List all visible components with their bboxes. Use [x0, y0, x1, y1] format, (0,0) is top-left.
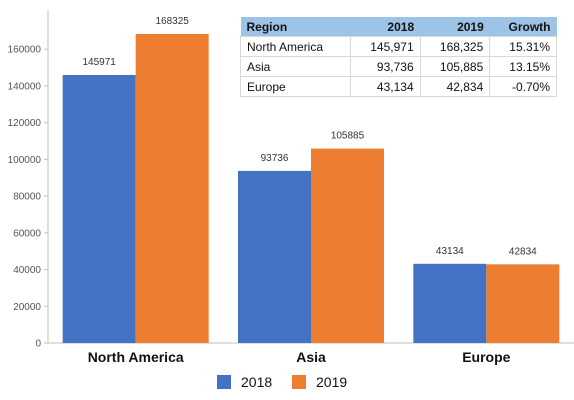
y-tick-label: 160000	[8, 45, 42, 56]
bar-2019	[135, 33, 209, 344]
table-cell-region: North America	[240, 36, 351, 57]
legend-swatch-2019	[292, 375, 306, 389]
legend-swatch-2018	[217, 375, 231, 389]
bar-2018	[62, 74, 136, 344]
header-2019: 2019	[420, 17, 490, 37]
y-tick-label: 120000	[8, 118, 42, 129]
table-row: Asia 93,736 105,885 13.15%	[240, 56, 557, 77]
table-header-row: Region 2018 2019 Growth	[240, 17, 557, 37]
table-cell-region: Europe	[240, 76, 351, 97]
table-row: North America 145,971 168,325 15.31%	[240, 36, 557, 57]
header-2018: 2018	[350, 17, 421, 37]
data-label: 145971	[82, 57, 116, 68]
summary-table: Region 2018 2019 Growth North America 14…	[240, 17, 557, 97]
table-cell-2019: 168,325	[419, 36, 491, 57]
table-cell-2018: 43,134	[349, 76, 421, 97]
table-cell-growth: 15.31%	[489, 36, 557, 57]
bar-2019	[311, 148, 384, 343]
header-region: Region	[240, 17, 351, 37]
category-label: North America	[88, 349, 184, 365]
bar-2018	[238, 170, 311, 343]
y-tick-label: 80000	[13, 192, 41, 203]
table-cell-2019: 105,885	[419, 56, 491, 77]
y-tick-label: 20000	[13, 302, 41, 313]
table-cell-growth: -0.70%	[489, 76, 557, 97]
table-cell-2019: 42,834	[419, 76, 491, 97]
header-growth: Growth	[489, 17, 557, 37]
category-label: Asia	[296, 349, 326, 365]
legend-label: 2018	[241, 374, 272, 390]
y-tick-label: 0	[35, 339, 41, 350]
table-row: Europe 43,134 42,834 -0.70%	[240, 76, 557, 97]
bar-2018	[413, 263, 487, 343]
y-tick-label: 40000	[13, 265, 41, 276]
legend-label: 2019	[316, 374, 347, 390]
table-cell-growth: 13.15%	[489, 56, 557, 77]
data-label: 168325	[155, 16, 189, 27]
table-cell-region: Asia	[240, 56, 351, 77]
category-label: Europe	[462, 349, 510, 365]
table-cell-2018: 93,736	[349, 56, 421, 77]
data-label: 105885	[331, 131, 365, 142]
data-label: 42834	[509, 246, 537, 257]
bar-2019	[486, 264, 560, 343]
y-tick-label: 140000	[8, 81, 42, 92]
y-tick-label: 100000	[8, 155, 42, 166]
table-cell-2018: 145,971	[349, 36, 421, 57]
data-label: 93736	[261, 153, 289, 164]
y-tick-label: 60000	[13, 228, 41, 239]
data-label: 43134	[436, 246, 464, 257]
